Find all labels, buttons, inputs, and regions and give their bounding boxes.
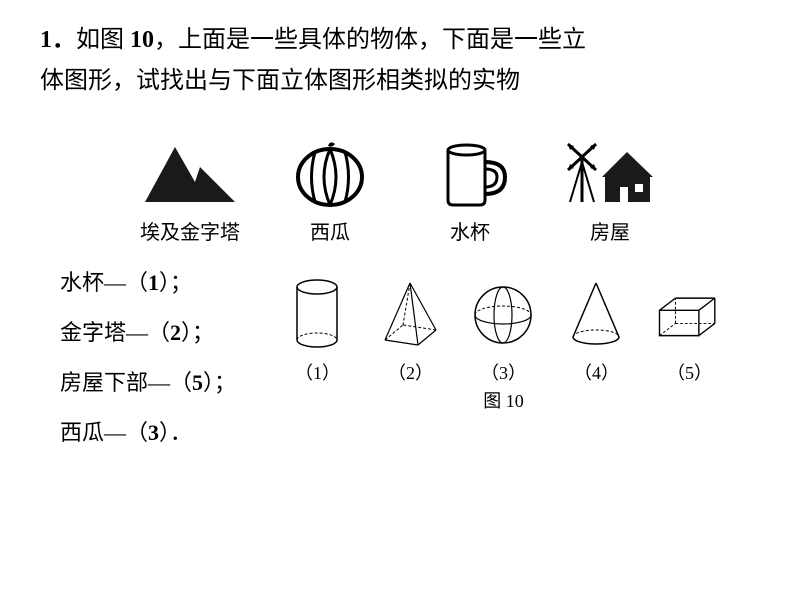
- fig-ref: 10: [124, 27, 154, 53]
- shape-cone: （4）: [559, 275, 634, 385]
- cuboid-icon: [652, 275, 727, 355]
- shape-label: （4）: [574, 359, 619, 385]
- question-line1b: ，上面是一些具体的物体，下面是一些立: [154, 27, 586, 53]
- answer-item: 房屋下部—（5）；: [60, 365, 280, 397]
- object-label: 水杯: [450, 216, 490, 245]
- shape-label: （3）: [481, 359, 526, 385]
- question-line2: 体图形，试找出与下面立体图形相类拟的实物: [40, 68, 520, 94]
- object-label: 房屋: [590, 216, 630, 245]
- shapes-row: （1） （2）: [280, 265, 727, 385]
- shape-label: （5）: [667, 359, 712, 385]
- object-cup: 水杯: [415, 132, 525, 245]
- question-text: 1．如图 10，上面是一些具体的物体，下面是一些立 体图形，试找出与下面立体图形…: [40, 20, 760, 102]
- question-line1a: 如图: [76, 27, 124, 53]
- object-house: 房屋: [555, 132, 665, 245]
- shape-pyramid: （2）: [373, 275, 448, 385]
- object-watermelon: 西瓜: [275, 132, 385, 245]
- answer-item: 水杯—（1）；: [60, 265, 280, 297]
- question-number: 1．: [40, 27, 76, 53]
- cone-icon: [559, 275, 634, 355]
- cylinder-icon: [280, 275, 355, 355]
- pyramid-shape-icon: [373, 275, 448, 355]
- answer-item: 金字塔—（2）；: [60, 315, 280, 347]
- sphere-icon: [466, 275, 541, 355]
- object-label: 埃及金字塔: [140, 216, 240, 245]
- watermelon-icon: [280, 132, 380, 212]
- figure-caption: 图 10: [280, 387, 727, 413]
- shape-sphere: （3）: [466, 275, 541, 385]
- objects-row: 埃及金字塔 西瓜 水杯: [40, 132, 760, 245]
- shape-label: （1）: [295, 359, 340, 385]
- object-label: 西瓜: [310, 216, 350, 245]
- object-pyramid: 埃及金字塔: [135, 132, 245, 245]
- bottom-section: 水杯—（1）； 金字塔—（2）； 房屋下部—（5）； 西瓜—（3）． （1）: [40, 265, 760, 465]
- shape-label: （2）: [388, 359, 433, 385]
- house-icon: [560, 132, 660, 212]
- pyramid-icon: [140, 132, 240, 212]
- shapes-container: （1） （2）: [280, 265, 727, 465]
- answers-list: 水杯—（1）； 金字塔—（2）； 房屋下部—（5）； 西瓜—（3）．: [40, 265, 280, 465]
- shape-cylinder: （1）: [280, 275, 355, 385]
- cup-icon: [420, 132, 520, 212]
- answer-item: 西瓜—（3）．: [60, 415, 280, 447]
- shape-cuboid: （5）: [652, 275, 727, 385]
